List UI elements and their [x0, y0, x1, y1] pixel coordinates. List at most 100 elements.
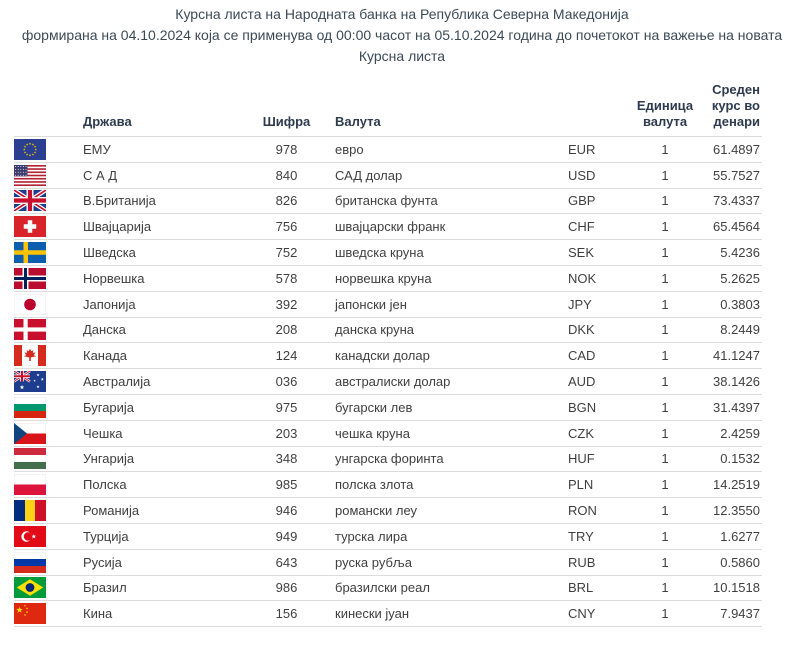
col-header-unit: Единица валута [636, 98, 694, 129]
iso-code: USD [568, 167, 596, 183]
table-row: Бугарија 975 бугарски лев BGN 1 31.4397 [14, 395, 762, 421]
flag-turkey-icon [14, 525, 46, 547]
flag-poland-icon [14, 474, 46, 496]
numeric-code: 978 [275, 141, 298, 157]
flag-cell [14, 396, 83, 418]
currency-name: бразилски реал [335, 580, 430, 596]
col-header-code: Шифра [262, 114, 311, 129]
flag-brazil-icon [14, 577, 46, 599]
table-row: Канада 124 канадски долар CAD 1 41.1247 [14, 343, 762, 370]
flag-cell [14, 603, 83, 625]
unit-value: 1 [661, 270, 669, 286]
currency-name: швајцарски франк [335, 219, 446, 235]
table-row: Чешка 203 чешка круна CZK 1 2.4259 [14, 421, 762, 447]
currency-name: британска фунта [335, 193, 438, 209]
country-name: Полска [83, 477, 127, 493]
flag-sweden-icon [14, 242, 46, 264]
page-title-line2: формирана на 04.10.2024 која се применув… [21, 27, 783, 43]
flag-cell [14, 319, 83, 341]
flag-cell [14, 500, 83, 522]
iso-code: AUD [568, 374, 596, 390]
unit-value: 1 [661, 296, 669, 312]
country-name: Австралија [83, 374, 151, 390]
flag-cell [14, 448, 83, 470]
table-row: Унгарија 348 унгарска форинта HUF 1 0.15… [14, 447, 762, 473]
table-row: В.Британија 826 британска фунта GBP 1 73… [14, 189, 762, 215]
iso-code: CAD [568, 348, 596, 364]
numeric-code: 036 [275, 374, 298, 390]
exchange-rate-page: Курсна листа на Народната банка на Репуб… [0, 0, 804, 628]
flag-cell [14, 138, 83, 160]
iso-code: BRL [568, 580, 594, 596]
flag-usa-icon [14, 164, 46, 186]
iso-code: RON [568, 503, 597, 519]
middle-rate: 7.9437 [720, 606, 760, 622]
country-name: Шведска [83, 245, 136, 261]
unit-value: 1 [661, 503, 669, 519]
numeric-code: 752 [275, 245, 298, 261]
flag-cell [14, 267, 83, 289]
table-row: Турција 949 турска лира TRY 1 1.6277 [14, 524, 762, 550]
flag-norway-icon [14, 267, 46, 289]
flag-bulgaria-icon [14, 396, 46, 418]
iso-code: EUR [568, 141, 596, 157]
numeric-code: 643 [275, 554, 298, 570]
flag-cell [14, 474, 83, 496]
middle-rate: 65.4564 [713, 219, 760, 235]
middle-rate: 14.2519 [713, 477, 760, 493]
flag-cell [14, 242, 83, 264]
unit-value: 1 [661, 374, 669, 390]
table-row: Полска 985 полска злота PLN 1 14.2519 [14, 472, 762, 499]
iso-code: CHF [568, 219, 595, 235]
flag-czechia-icon [14, 422, 46, 444]
unit-value: 1 [661, 141, 669, 157]
country-name: Кина [83, 606, 113, 622]
iso-code: SEK [568, 245, 595, 261]
country-name: Швајцарија [83, 219, 152, 235]
page-title: Курсна листа на Народната банка на Репуб… [0, 0, 804, 67]
country-name: Чешка [83, 425, 123, 441]
currency-name: турска лира [335, 528, 408, 544]
flag-cell [14, 190, 83, 212]
middle-rate: 0.3803 [720, 296, 760, 312]
flag-eu-icon [14, 138, 46, 160]
numeric-code: 208 [275, 322, 298, 338]
flag-china-icon [14, 603, 46, 625]
flag-russia-icon [14, 551, 46, 573]
numeric-code: 203 [275, 425, 298, 441]
numeric-code: 578 [275, 270, 298, 286]
table-row: Кина 156 кинески јуан CNY 1 7.9437 [14, 601, 762, 628]
unit-value: 1 [661, 528, 669, 544]
country-name: С А Д [83, 167, 118, 183]
numeric-code: 986 [275, 580, 298, 596]
iso-code: DKK [568, 322, 595, 338]
table-header-row: Држава Шифра Валута Единица валута Среде… [14, 67, 762, 137]
middle-rate: 10.1518 [713, 580, 760, 596]
flag-cell [14, 216, 83, 238]
country-name: Канада [83, 348, 128, 364]
unit-value: 1 [661, 425, 669, 441]
numeric-code: 124 [275, 348, 298, 364]
numeric-code: 985 [275, 477, 298, 493]
country-name: Унгарија [83, 451, 135, 467]
table-row: Романија 946 романски леу RON 1 12.3550 [14, 498, 762, 524]
country-name: Бугарија [83, 399, 135, 415]
unit-value: 1 [661, 554, 669, 570]
middle-rate: 0.1532 [720, 451, 760, 467]
unit-value: 1 [661, 606, 669, 622]
exchange-rate-table: Држава Шифра Валута Единица валута Среде… [14, 67, 762, 628]
flag-denmark-icon [14, 319, 46, 341]
country-name: Турција [83, 528, 129, 544]
flag-cell [14, 293, 83, 315]
unit-value: 1 [661, 580, 669, 596]
middle-rate: 38.1426 [713, 374, 760, 390]
numeric-code: 156 [275, 606, 298, 622]
iso-code: GBP [568, 193, 596, 209]
table-body: ЕМУ 978 евро EUR 1 61.4897 С А Д 840 САД… [14, 137, 762, 628]
numeric-code: 949 [275, 528, 298, 544]
iso-code: HUF [568, 451, 595, 467]
table-row: С А Д 840 САД долар USD 1 55.7527 [14, 163, 762, 189]
country-name: Романија [83, 503, 140, 519]
table-row: ЕМУ 978 евро EUR 1 61.4897 [14, 137, 762, 163]
numeric-code: 946 [275, 503, 298, 519]
